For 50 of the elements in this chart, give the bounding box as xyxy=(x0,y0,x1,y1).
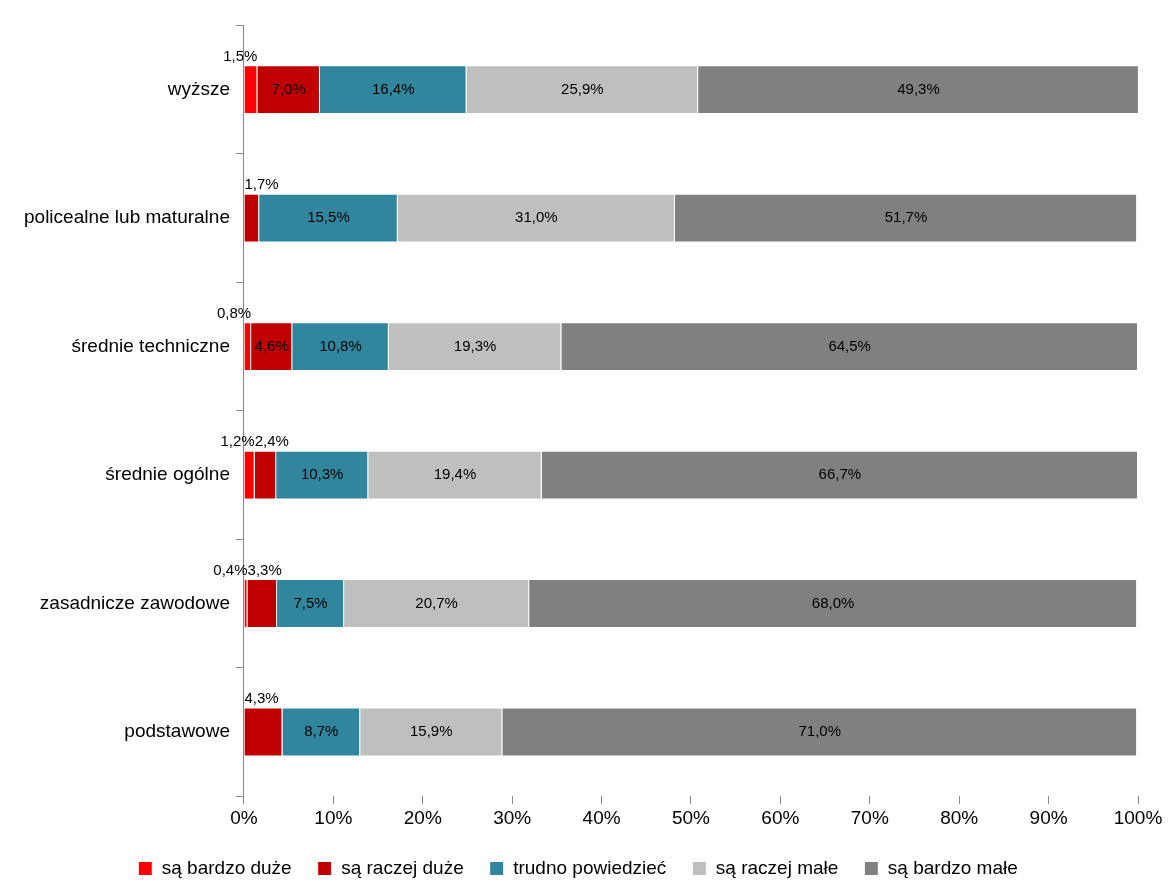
data-label: 20,7% xyxy=(415,593,458,611)
y-tick-label: średnie techniczne xyxy=(71,334,230,356)
x-tick-label: 30% xyxy=(493,806,532,828)
data-label: 19,3% xyxy=(453,336,497,354)
data-label: 8,7% xyxy=(304,722,339,740)
data-label: 66,7% xyxy=(818,465,862,483)
y-tick-label: wyższe xyxy=(166,77,230,99)
data-label: 3,3% xyxy=(247,560,282,578)
data-label: 1,7% xyxy=(244,175,279,193)
data-label: 10,3% xyxy=(300,465,344,483)
data-label: 19,4% xyxy=(433,465,477,483)
data-label: 1,2% xyxy=(220,432,255,450)
x-tick-label: 80% xyxy=(940,806,979,828)
legend-label: są bardzo duże xyxy=(161,856,292,878)
data-label: 15,9% xyxy=(409,722,453,740)
x-tick-label: 70% xyxy=(850,806,889,828)
y-tick-label: zasadnicze zawodowe xyxy=(39,591,230,613)
x-tick-label: 90% xyxy=(1029,806,1068,828)
legend-label: są raczej duże xyxy=(341,856,464,878)
data-label: 4,6% xyxy=(254,336,289,354)
data-label: 7,0% xyxy=(271,79,306,97)
data-label: 15,5% xyxy=(307,208,350,226)
data-label: 0,4% xyxy=(213,560,248,578)
data-label: 31,0% xyxy=(515,208,558,226)
legend-label: są raczej małe xyxy=(715,856,839,878)
data-label: 4,3% xyxy=(244,689,279,707)
x-tick-label: 60% xyxy=(761,806,800,828)
x-tick-label: 50% xyxy=(671,806,711,828)
legend-label: są bardzo małe xyxy=(887,856,1018,878)
data-label: 10,8% xyxy=(319,336,362,354)
y-tick-label: policealne lub maturalne xyxy=(24,206,230,228)
data-label: 64,5% xyxy=(828,336,871,354)
data-label: 25,9% xyxy=(561,79,604,97)
x-tick-label: 100% xyxy=(1113,806,1163,828)
data-label: 71,0% xyxy=(798,722,841,740)
data-label: 0,8% xyxy=(216,303,252,321)
data-label: 51,7% xyxy=(884,208,928,226)
y-tick-label: podstawowe xyxy=(124,720,230,742)
data-label: 1,5% xyxy=(223,46,258,64)
data-label: 16,4% xyxy=(372,79,415,97)
x-tick-label: 20% xyxy=(403,806,442,828)
x-tick-label: 10% xyxy=(314,806,353,828)
y-tick-label: średnie ogólne xyxy=(105,463,230,485)
data-label: 68,0% xyxy=(811,593,855,611)
legend-label: trudno powiedzieć xyxy=(513,856,667,878)
data-label: 49,3% xyxy=(897,79,940,97)
data-label: 2,4% xyxy=(254,432,289,450)
x-tick-label: 0% xyxy=(230,806,258,828)
data-label: 7,5% xyxy=(293,593,328,611)
x-tick-label: 40% xyxy=(582,806,621,828)
